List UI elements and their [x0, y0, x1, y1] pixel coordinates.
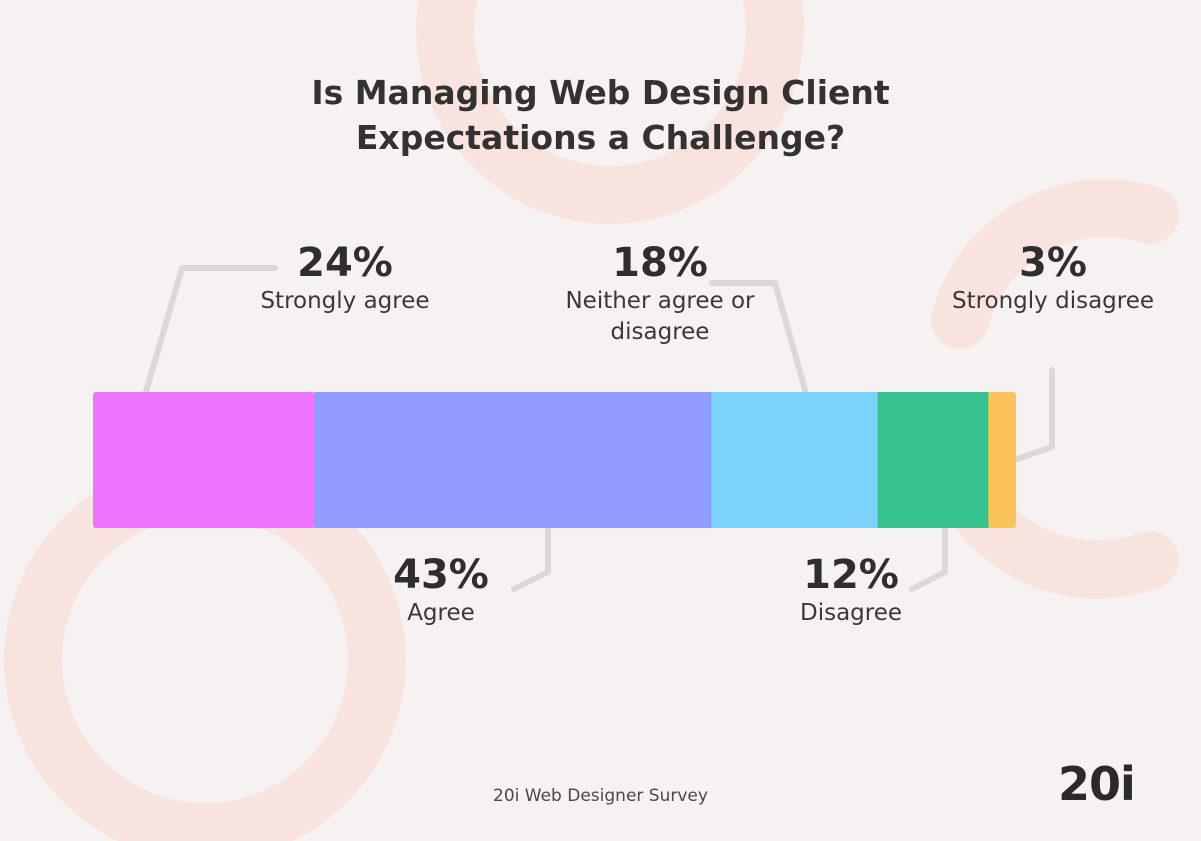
title-line-1: Is Managing Web Design Client	[311, 73, 890, 112]
segment-label: 43% Agree	[321, 552, 561, 629]
value-label: 43%	[393, 552, 489, 598]
segment-label: 12% Disagree	[731, 552, 971, 629]
leader-line	[1008, 367, 1055, 464]
category-label: Strongly agree	[260, 288, 430, 314]
bar-segment-disagree	[877, 392, 989, 528]
bar-segments	[93, 392, 1016, 528]
bar-segment-strongly-disagree	[988, 392, 1016, 528]
category-label: Neither agree or disagree	[565, 288, 755, 345]
category-label: Agree	[407, 600, 475, 626]
segment-label: 18% Neither agree or disagree	[540, 240, 780, 348]
leader-line	[709, 280, 809, 396]
source-note: 20i Web Designer Survey	[493, 786, 708, 806]
value-label: 12%	[803, 552, 899, 598]
chart-title: Is Managing Web Design Client Expectatio…	[0, 70, 1201, 160]
value-label: 24%	[297, 240, 393, 286]
segment-label: 24% Strongly agree	[225, 240, 465, 317]
bar-segment-neither-agree-or-disagree	[711, 392, 879, 528]
value-label: 18%	[612, 240, 708, 286]
segment-label: 3% Strongly disagree	[933, 240, 1173, 317]
bar-segment-strongly-agree	[93, 392, 316, 528]
category-label: Strongly disagree	[951, 288, 1155, 314]
bar-segment-agree	[314, 392, 712, 528]
leader-line	[140, 265, 278, 405]
category-label: Disagree	[799, 600, 903, 626]
title-line-2: Expectations a Challenge?	[355, 118, 846, 157]
brand-logo: 20i	[1058, 757, 1136, 811]
value-label: 3%	[1019, 240, 1087, 286]
